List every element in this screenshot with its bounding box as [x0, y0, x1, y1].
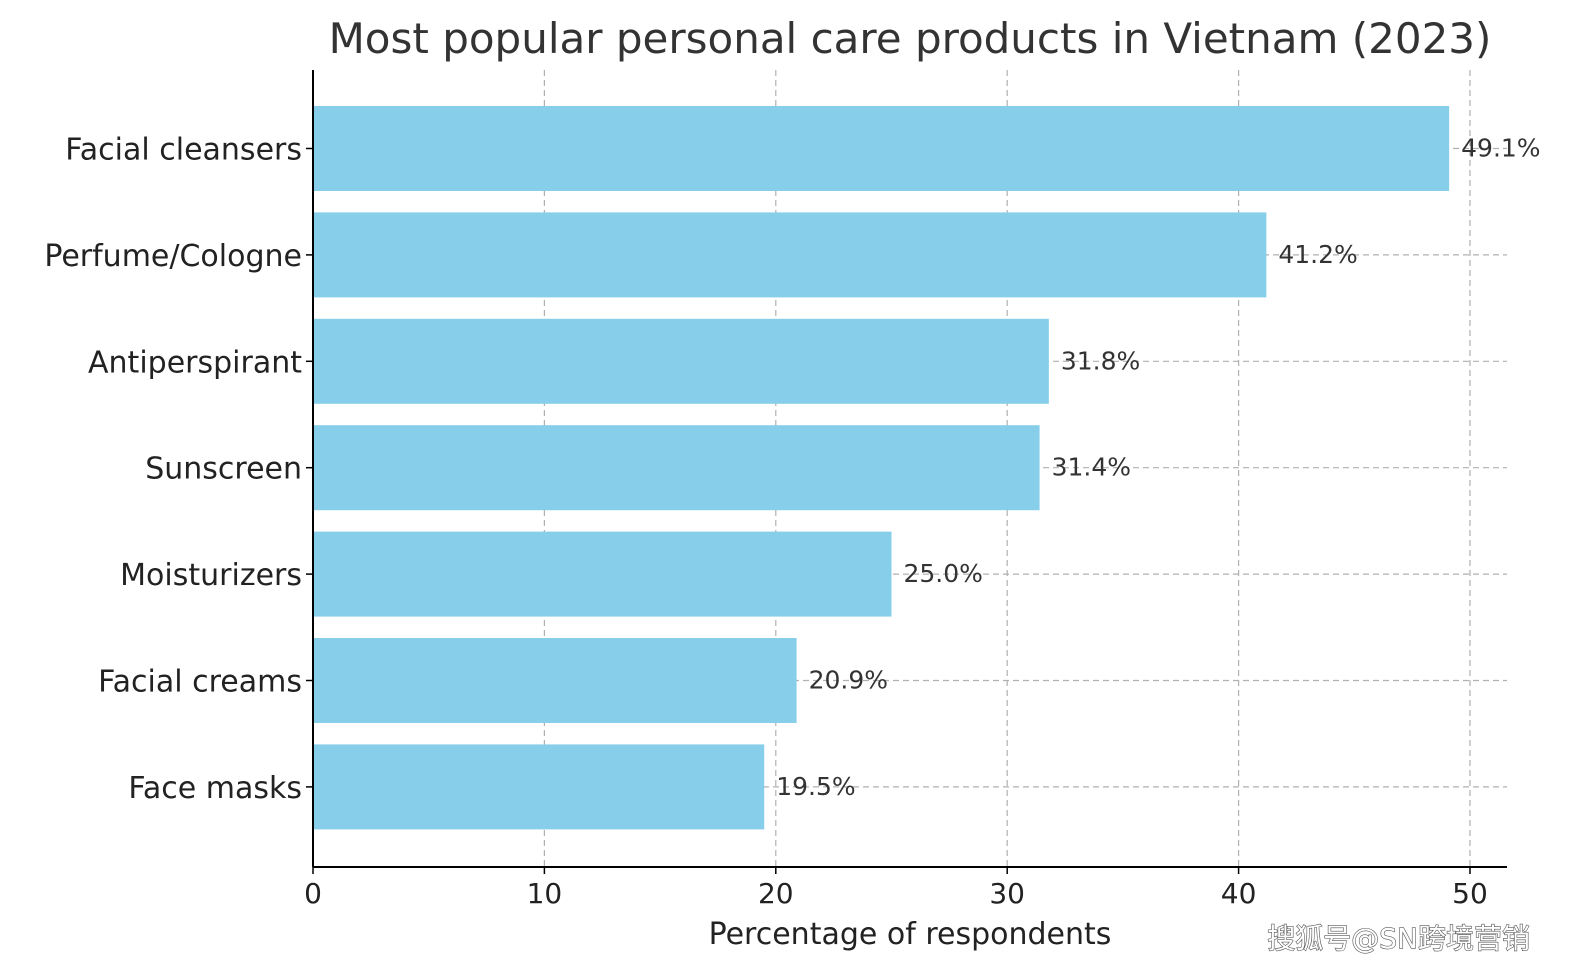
category-label: Sunscreen [145, 452, 302, 487]
category-label: Facial creams [98, 665, 302, 700]
category-label: Moisturizers [120, 558, 302, 593]
bars [313, 106, 1450, 830]
x-tick-label: 0 [304, 877, 322, 910]
value-label: 41.2% [1278, 240, 1357, 269]
bar [313, 638, 797, 723]
x-tick-label: 40 [1221, 877, 1257, 910]
bar [313, 425, 1040, 511]
category-label: Perfume/Cologne [44, 239, 302, 274]
chart-title: Most popular personal care products in V… [329, 14, 1492, 63]
bar [313, 106, 1450, 191]
bar [313, 212, 1267, 298]
watermark: 搜狐号@SN跨境营销 [1267, 922, 1530, 955]
value-label: 31.8% [1061, 346, 1140, 375]
x-tick-label: 10 [527, 877, 563, 910]
labels: 0 10 20 30 40 50 Facial cleansers 49.1% Perfume/… [44, 133, 1540, 911]
value-label: 19.5% [776, 772, 855, 801]
category-label: Face masks [128, 771, 302, 806]
category-label: Antiperspirant [88, 345, 302, 380]
value-label: 20.9% [809, 666, 888, 695]
x-axis-title: Percentage of respondents [709, 917, 1112, 952]
bar [313, 531, 892, 617]
bar [313, 744, 765, 830]
value-label: 25.0% [903, 559, 982, 588]
x-tick-label: 20 [758, 877, 794, 910]
x-tick-label: 30 [989, 877, 1025, 910]
x-tick-label: 50 [1452, 877, 1488, 910]
value-label: 49.1% [1461, 134, 1540, 163]
value-label: 31.4% [1052, 453, 1131, 482]
category-label: Facial cleansers [65, 133, 302, 168]
bar [313, 318, 1049, 404]
axes [306, 70, 1507, 874]
